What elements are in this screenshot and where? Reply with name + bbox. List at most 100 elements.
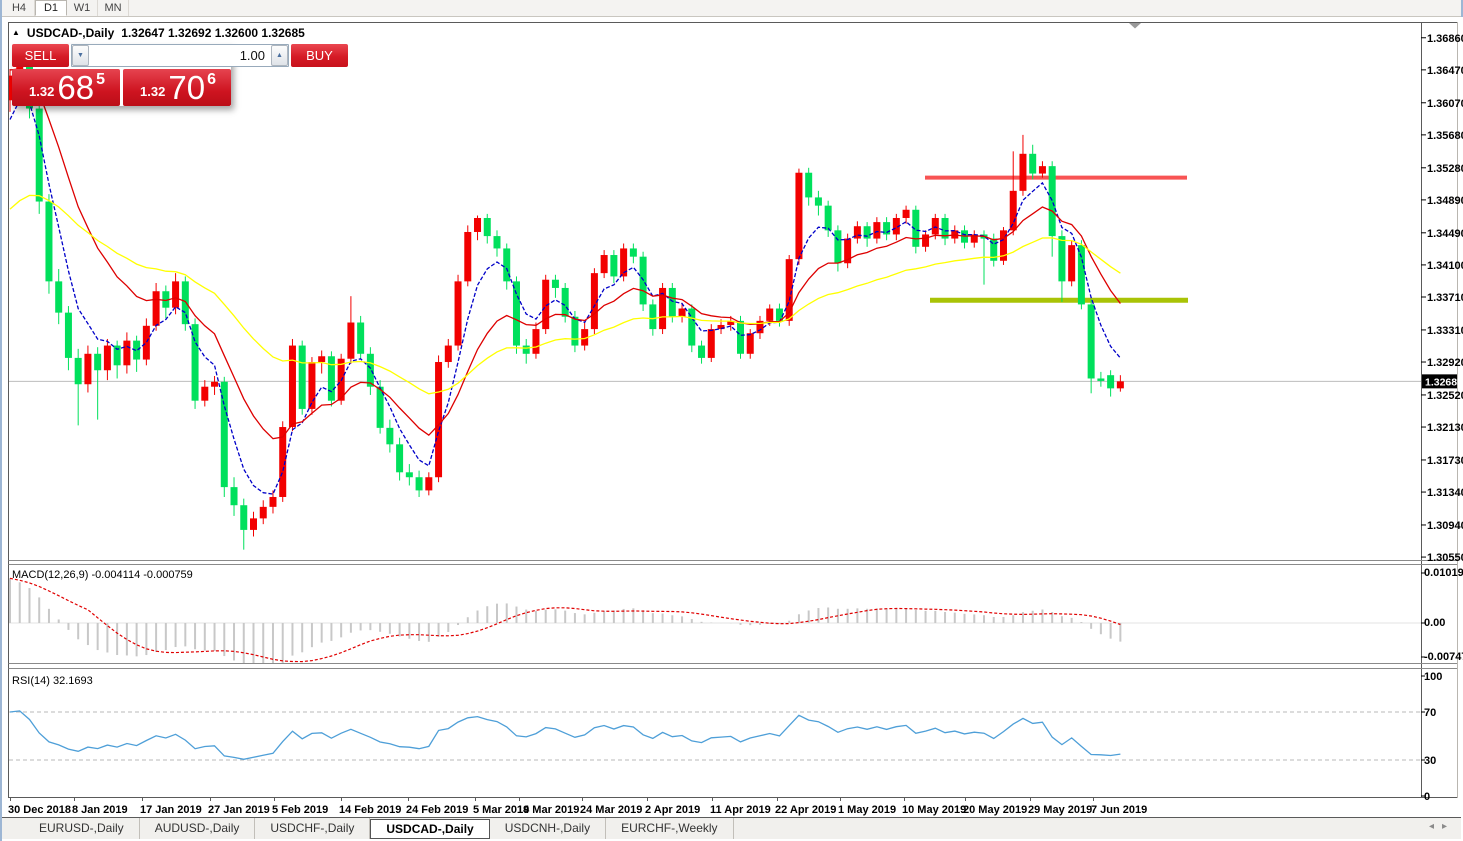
buy-button[interactable]: BUY — [291, 44, 348, 67]
candle — [561, 287, 569, 317]
candle — [1077, 245, 1085, 305]
price-axis-label: 1.30940 — [1427, 520, 1463, 532]
candle — [35, 108, 43, 202]
candle — [503, 248, 511, 282]
price-axis-label: 1.35280 — [1427, 163, 1463, 175]
timeframe-button-d1[interactable]: D1 — [35, 0, 67, 16]
chart-tab-eurchf[interactable]: EURCHF-,Weekly — [606, 818, 734, 839]
candle — [181, 281, 189, 325]
date-axis-label: 29 May 2019 — [1028, 804, 1092, 816]
candle — [805, 172, 813, 198]
date-axis-label: 10 May 2019 — [902, 804, 966, 816]
candle — [113, 345, 121, 366]
macd-axis-label: 0.00 — [1424, 617, 1445, 629]
candle — [922, 234, 930, 247]
sell-button[interactable]: SELL — [12, 44, 69, 67]
candle — [94, 353, 102, 371]
candle — [55, 281, 63, 313]
macd-axis-label: 0.010199 — [1424, 567, 1463, 579]
chart-tab-eurusd[interactable]: EURUSD-,Daily — [24, 818, 140, 839]
price-axis-label: 1.34890 — [1427, 195, 1463, 207]
timeframe-toolbar: H4 D1 W1 MN — [2, 0, 1461, 17]
candle — [327, 356, 335, 401]
volume-decrease-button[interactable]: ▼ — [72, 45, 89, 66]
chart-tab-usdchf[interactable]: USDCHF-,Daily — [255, 818, 371, 839]
candle — [600, 255, 608, 274]
candle — [133, 340, 141, 360]
macd-panel[interactable] — [9, 577, 1421, 667]
candle — [415, 477, 423, 491]
candle — [629, 248, 637, 257]
candle — [581, 329, 589, 346]
candle — [551, 279, 559, 288]
candle — [45, 201, 53, 282]
candle — [259, 506, 267, 519]
candle — [405, 472, 413, 478]
one-click-trade-panel: SELL ▼ ▲ BUY 1.32 68 5 1.32 70 6 — [12, 44, 348, 106]
chart-tab-bar: EURUSD-,Daily AUDUSD-,Daily USDCHF-,Daily U… — [2, 817, 1461, 839]
date-axis-label: 17 Jan 2019 — [140, 804, 202, 816]
candle — [737, 320, 744, 354]
sell-price-display[interactable]: 1.32 68 5 — [12, 69, 120, 106]
date-axis-label: 30 Dec 2018 — [8, 804, 71, 816]
volume-increase-button[interactable]: ▲ — [271, 45, 288, 66]
chart-title-row: ▲ USDCAD-,Daily 1.32647 1.32692 1.32600 … — [12, 26, 305, 40]
tab-scroll-arrows[interactable]: ◂▸ — [1428, 821, 1455, 832]
chart-ohlc-values: 1.32647 1.32692 1.32600 1.32685 — [121, 26, 305, 40]
candle — [1116, 381, 1124, 389]
candle — [366, 353, 374, 387]
candle — [347, 322, 355, 359]
date-axis-label: 24 Feb 2019 — [406, 804, 468, 816]
date-axis-label: 5 Feb 2019 — [272, 804, 328, 816]
candle — [444, 345, 452, 363]
candle — [1038, 166, 1046, 174]
volume-input[interactable] — [89, 45, 271, 66]
buy-price-display[interactable]: 1.32 70 6 — [123, 69, 231, 106]
timeframe-button-mn[interactable]: MN — [98, 0, 129, 16]
candle — [64, 312, 72, 358]
rsi-indicator-label: RSI(14) 32.1693 — [12, 675, 93, 687]
candle — [707, 329, 715, 358]
candle — [357, 322, 365, 354]
candle — [931, 217, 939, 235]
buy-price-pip: 6 — [207, 71, 216, 88]
candle — [1097, 378, 1105, 381]
collapse-triangle-icon[interactable]: ▲ — [12, 27, 20, 37]
candle — [74, 357, 82, 385]
candle — [493, 236, 501, 249]
rsi-panel[interactable] — [9, 710, 1421, 761]
candle — [698, 345, 706, 358]
main-chart-panel[interactable] — [7, 55, 1422, 550]
candle — [941, 217, 949, 239]
candle — [1029, 153, 1037, 174]
macd-axis-label: -0.007476 — [1424, 651, 1463, 663]
candle — [279, 427, 287, 497]
candle — [201, 386, 209, 401]
candle — [717, 324, 725, 330]
candle — [435, 362, 443, 478]
timeframe-button-w1[interactable]: W1 — [67, 0, 98, 16]
ma-mid-red — [9, 68, 1121, 440]
buy-price-big: 70 — [168, 69, 206, 106]
candle — [824, 205, 832, 231]
chart-tab-audusd[interactable]: AUDUSD-,Daily — [140, 818, 256, 839]
candle — [396, 444, 404, 473]
candle — [142, 325, 150, 360]
candle — [902, 209, 910, 218]
candle — [834, 230, 842, 264]
date-axis-label: 24 Mar 2019 — [580, 804, 642, 816]
candle — [688, 308, 696, 346]
timeframe-button-h4[interactable]: H4 — [4, 0, 35, 16]
candle — [483, 217, 491, 237]
rsi-axis-label: 0 — [1424, 791, 1430, 803]
candle — [873, 222, 881, 239]
price-axis-label: 1.32130 — [1427, 422, 1463, 434]
candle — [999, 230, 1007, 261]
chart-tab-usdcnh[interactable]: USDCNH-,Daily — [490, 818, 607, 839]
candle — [756, 320, 764, 334]
candle — [240, 505, 248, 530]
price-axis-label: 1.35680 — [1427, 130, 1463, 142]
chart-tab-usdcad[interactable]: USDCAD-,Daily — [370, 819, 490, 839]
candle — [795, 172, 803, 260]
